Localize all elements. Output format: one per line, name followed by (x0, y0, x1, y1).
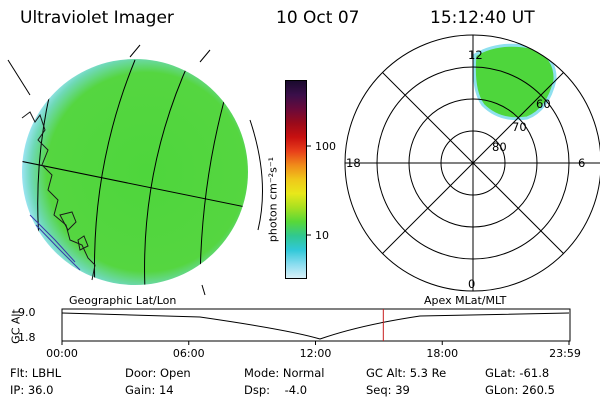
altitude-xtick-label: 12:00 (299, 347, 332, 360)
time-label: 15:12:40 UT (430, 8, 535, 28)
info-filter: Flt: LBHL (10, 366, 62, 380)
mlt-label-0: 0 (468, 277, 476, 291)
instrument-title: Ultraviolet Imager (20, 8, 174, 28)
altitude-xtick-label: 18:00 (426, 347, 459, 360)
grid-line-outer-2 (129, 44, 141, 58)
info-mode: Mode: Normal (244, 366, 325, 380)
mlt-label-12: 12 (468, 48, 483, 62)
info-gain: Gain: 14 (125, 383, 174, 397)
info-glon: GLon: 260.5 (485, 383, 555, 397)
grid-line-outer-5 (201, 284, 206, 296)
boundary-lines (29, 214, 81, 271)
info-seq: Seq: 39 (366, 383, 410, 397)
info-ip: IP: 36.0 (10, 383, 54, 397)
left-map-label: Geographic Lat/Lon (69, 294, 177, 307)
info-gc-alt: GC Alt: 5.3 Re (366, 366, 447, 380)
altitude-curve (61, 312, 570, 340)
info-door: Door: Open (125, 366, 191, 380)
lon-line-3 (144, 59, 191, 285)
altitude-xtick-label: 00:00 (46, 347, 78, 360)
mlat-label-70: 70 (512, 120, 527, 134)
lon-line-2 (94, 59, 136, 285)
auroral-image-disk (22, 59, 248, 285)
grid-line-outer-3 (199, 49, 211, 63)
altitude-xtick-label: 06:00 (172, 347, 205, 360)
mlt-label-18: 18 (346, 156, 361, 170)
info-glat: GLat: -61.8 (485, 366, 550, 380)
right-polar-label: Apex MLat/MLT (424, 294, 507, 307)
date-label: 10 Oct 07 (276, 8, 360, 28)
colorbar-tick-100: 100 (315, 140, 336, 153)
altitude-ytick-bottom: 1.8 (18, 331, 36, 344)
lat-line (22, 159, 248, 211)
info-dsp: Dsp: -4.0 (244, 383, 308, 397)
grid-line-outer-1 (7, 59, 31, 96)
polar-diag-2 (382, 72, 564, 254)
altitude-plot-frame (61, 308, 571, 342)
mlat-label-60: 60 (536, 97, 551, 111)
grid-line-outer-4 (249, 119, 263, 231)
colorbar-tick-10: 10 (315, 229, 329, 242)
lon-line-4 (199, 79, 231, 285)
mlt-label-6: 6 (578, 156, 586, 170)
colorbar (285, 80, 307, 279)
mlat-label-80: 80 (492, 140, 507, 154)
coastline (21, 111, 96, 281)
altitude-xtick-label: 23:59 (549, 347, 581, 360)
altitude-ytick-top: 9.0 (18, 306, 36, 319)
